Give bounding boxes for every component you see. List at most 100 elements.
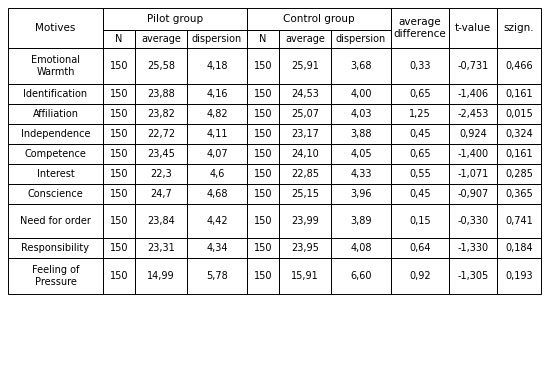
Bar: [8, 258, 103, 294]
Bar: [449, 144, 497, 164]
Text: 15,91: 15,91: [291, 271, 319, 281]
Bar: [331, 48, 391, 84]
Bar: [103, 164, 135, 184]
Bar: [135, 104, 187, 124]
Bar: [8, 184, 103, 204]
Text: 0,64: 0,64: [409, 243, 431, 253]
Text: 150: 150: [254, 189, 272, 199]
Text: 23,31: 23,31: [147, 243, 175, 253]
Text: 23,45: 23,45: [147, 149, 175, 159]
Bar: [497, 48, 541, 84]
Bar: [391, 144, 449, 164]
Bar: [279, 104, 331, 124]
Bar: [279, 30, 331, 48]
Text: average
difference: average difference: [394, 17, 447, 39]
Bar: [497, 84, 541, 104]
Text: 3,68: 3,68: [350, 61, 372, 71]
Text: -2,453: -2,453: [457, 109, 489, 119]
Bar: [135, 144, 187, 164]
Bar: [497, 258, 541, 294]
Bar: [135, 84, 187, 104]
Text: -0,731: -0,731: [457, 61, 489, 71]
Text: 1,25: 1,25: [409, 109, 431, 119]
Bar: [391, 184, 449, 204]
Text: Need for order: Need for order: [20, 216, 91, 226]
Bar: [331, 84, 391, 104]
Text: 0,285: 0,285: [505, 169, 533, 179]
Text: -1,330: -1,330: [457, 243, 489, 253]
Bar: [247, 8, 391, 30]
Bar: [187, 184, 247, 204]
Bar: [187, 164, 247, 184]
Text: 150: 150: [254, 216, 272, 226]
Text: 0,161: 0,161: [505, 89, 533, 99]
Bar: [103, 48, 135, 84]
Text: 4,82: 4,82: [206, 109, 228, 119]
Bar: [497, 164, 541, 184]
Bar: [187, 144, 247, 164]
Text: 25,91: 25,91: [291, 61, 319, 71]
Bar: [391, 104, 449, 124]
Text: 0,65: 0,65: [409, 149, 431, 159]
Text: 0,15: 0,15: [409, 216, 431, 226]
Bar: [331, 164, 391, 184]
Text: 4,00: 4,00: [350, 89, 372, 99]
Bar: [331, 184, 391, 204]
Bar: [8, 238, 103, 258]
Bar: [187, 258, 247, 294]
Bar: [247, 30, 279, 48]
Bar: [8, 164, 103, 184]
Bar: [103, 30, 135, 48]
Bar: [8, 204, 103, 238]
Text: 23,99: 23,99: [291, 216, 319, 226]
Text: Independence: Independence: [21, 129, 90, 139]
Text: Affiliation: Affiliation: [32, 109, 78, 119]
Text: 150: 150: [254, 89, 272, 99]
Text: 150: 150: [110, 129, 128, 139]
Bar: [135, 204, 187, 238]
Text: 25,58: 25,58: [147, 61, 175, 71]
Text: 0,184: 0,184: [505, 243, 533, 253]
Bar: [103, 144, 135, 164]
Text: 150: 150: [110, 271, 128, 281]
Text: szign.: szign.: [504, 23, 534, 33]
Text: Responsibility: Responsibility: [21, 243, 89, 253]
Text: 150: 150: [110, 109, 128, 119]
Bar: [279, 184, 331, 204]
Bar: [391, 124, 449, 144]
Bar: [187, 30, 247, 48]
Text: -0,907: -0,907: [457, 189, 489, 199]
Text: 150: 150: [110, 89, 128, 99]
Text: 4,33: 4,33: [350, 169, 372, 179]
Bar: [247, 238, 279, 258]
Bar: [331, 144, 391, 164]
Bar: [135, 258, 187, 294]
Text: 4,05: 4,05: [350, 149, 372, 159]
Text: 4,42: 4,42: [206, 216, 228, 226]
Bar: [331, 258, 391, 294]
Text: 150: 150: [110, 61, 128, 71]
Bar: [279, 48, 331, 84]
Text: 23,17: 23,17: [291, 129, 319, 139]
Bar: [8, 8, 103, 48]
Bar: [331, 124, 391, 144]
Bar: [279, 204, 331, 238]
Bar: [103, 204, 135, 238]
Text: Motives: Motives: [35, 23, 75, 33]
Text: 150: 150: [254, 61, 272, 71]
Bar: [135, 184, 187, 204]
Text: -0,330: -0,330: [457, 216, 489, 226]
Text: 6,60: 6,60: [350, 271, 372, 281]
Bar: [497, 238, 541, 258]
Bar: [103, 84, 135, 104]
Text: 0,33: 0,33: [409, 61, 431, 71]
Text: 150: 150: [110, 169, 128, 179]
Bar: [497, 8, 541, 48]
Bar: [391, 8, 449, 48]
Bar: [391, 164, 449, 184]
Text: 5,78: 5,78: [206, 271, 228, 281]
Text: 0,015: 0,015: [505, 109, 533, 119]
Bar: [331, 238, 391, 258]
Bar: [247, 204, 279, 238]
Text: dispersion: dispersion: [192, 34, 242, 44]
